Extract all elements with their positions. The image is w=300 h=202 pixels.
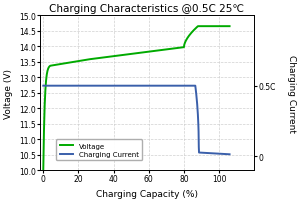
Charging Current bbox=[202, 152, 206, 154]
Charging Current bbox=[41, 85, 45, 87]
Y-axis label: Voltage (V): Voltage (V) bbox=[4, 68, 13, 118]
Line: Voltage: Voltage bbox=[43, 27, 230, 170]
Voltage bbox=[160, 49, 164, 52]
Voltage bbox=[202, 26, 206, 28]
Voltage bbox=[154, 50, 158, 53]
Voltage bbox=[53, 64, 56, 67]
Voltage bbox=[228, 26, 231, 28]
Voltage bbox=[150, 51, 153, 53]
Line: Charging Current: Charging Current bbox=[43, 86, 230, 155]
Charging Current bbox=[228, 153, 231, 156]
Voltage bbox=[183, 43, 186, 46]
Charging Current bbox=[53, 85, 56, 87]
Charging Current bbox=[150, 85, 153, 87]
Charging Current bbox=[183, 85, 186, 87]
Voltage bbox=[196, 26, 200, 28]
X-axis label: Charging Capacity (%): Charging Capacity (%) bbox=[96, 189, 198, 198]
Title: Charging Characteristics @0.5C 25℃: Charging Characteristics @0.5C 25℃ bbox=[50, 4, 244, 14]
Charging Current bbox=[160, 85, 164, 87]
Charging Current bbox=[154, 85, 158, 87]
Y-axis label: Charging Current: Charging Current bbox=[287, 55, 296, 132]
Voltage bbox=[41, 169, 45, 171]
Legend: Voltage, Charging Current: Voltage, Charging Current bbox=[56, 140, 142, 161]
